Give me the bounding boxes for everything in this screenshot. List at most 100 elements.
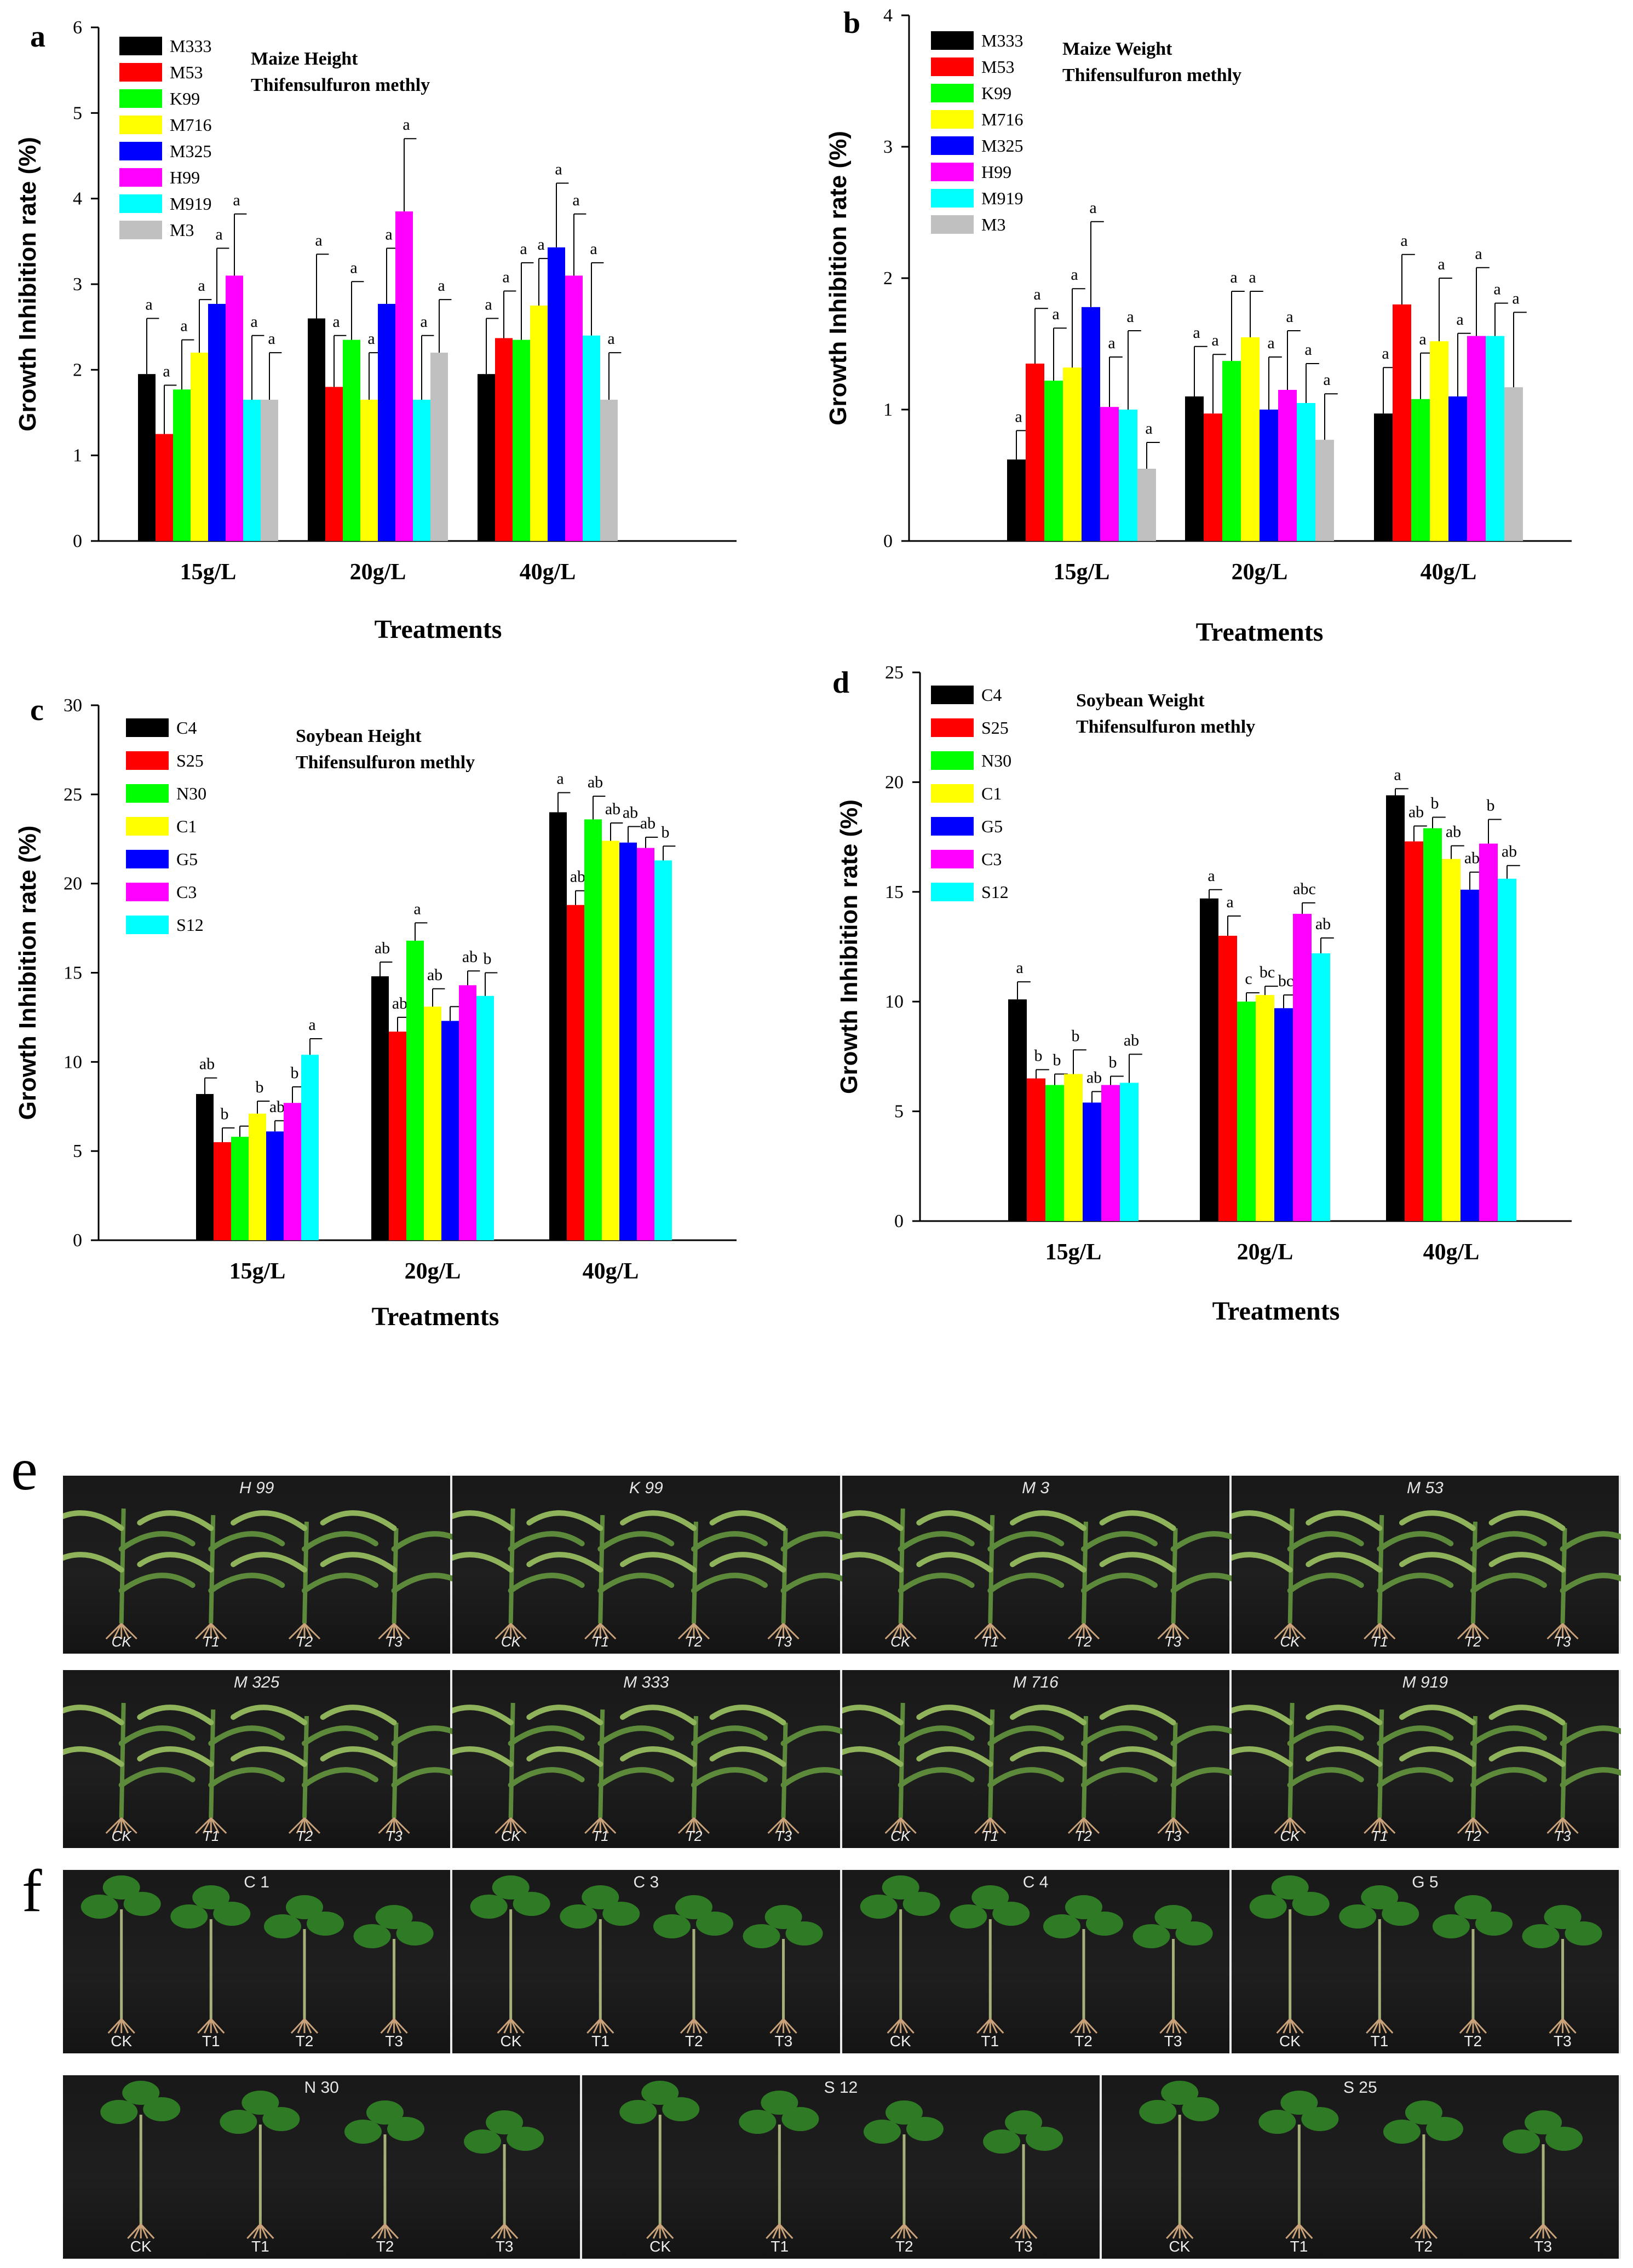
maize-leaf: [1488, 1552, 1566, 1573]
soy-leaf: [1522, 1924, 1560, 1948]
significance-letter: a: [485, 296, 492, 314]
photo-panel-title: K 99: [629, 1479, 663, 1497]
maize-root: [767, 1817, 784, 1834]
bar: [1461, 889, 1479, 1221]
soy-leaf: [864, 2120, 901, 2144]
bar: [266, 1131, 284, 1240]
significance-letter: ab: [1086, 1069, 1102, 1087]
photo-panel: S 25 CK T1 T2 T3: [1101, 2075, 1621, 2259]
x-tick-label: 15g/L: [1045, 1240, 1102, 1265]
maize-root: [303, 1817, 313, 1834]
significance-letter: b: [221, 1105, 229, 1123]
soybean-plants-illustration: [619, 2081, 1063, 2240]
legend-label: C3: [176, 882, 197, 902]
significance-letter: ab: [605, 800, 620, 818]
soy-root: [776, 2018, 785, 2034]
soy-root: [693, 2018, 708, 2034]
bar: [1008, 999, 1027, 1221]
maize-root: [1378, 1817, 1388, 1834]
y-tick-label: 0: [73, 1230, 82, 1251]
maize-plants-illustration: [452, 1702, 842, 1834]
maize-root: [1067, 1817, 1084, 1834]
y-tick-label: 15: [885, 882, 904, 902]
maize-leaf: [1399, 1552, 1476, 1573]
soy-leaf: [143, 2097, 181, 2121]
maize-leaf: [526, 1746, 603, 1767]
maize-photo-row-1: H 99 CK T1 T2 T3 K 99 CK T1 T2 T3 M 3 CK T1 T2 T3 M 53 C…: [63, 1476, 1621, 1654]
soy-leaf: [906, 2117, 944, 2141]
soy-root: [900, 2018, 915, 2034]
maize-leaf: [898, 1725, 975, 1746]
maize-root: [600, 1817, 609, 1834]
maize-root: [1075, 1623, 1084, 1639]
significance-letter: a: [1456, 310, 1463, 329]
significance-letter: b: [662, 823, 670, 841]
soy-root: [377, 2224, 386, 2239]
bar: [1386, 795, 1405, 1221]
maize-leaf: [118, 1531, 196, 1552]
maize-leaf: [452, 1510, 514, 1531]
soy-leaf: [122, 2081, 160, 2105]
maize-root: [113, 1623, 123, 1639]
y-tick-label: 30: [64, 695, 82, 716]
maize-leaf: [597, 1573, 675, 1593]
significance-letter: ab: [1315, 915, 1331, 933]
photo-treatment-label: T3: [1164, 2033, 1182, 2050]
legend-label: G5: [176, 849, 198, 869]
soy-leaf: [263, 1914, 301, 1938]
significance-letter: ab: [1408, 803, 1424, 821]
maize-leaf: [780, 1573, 842, 1593]
significance-letter: b: [1053, 1051, 1061, 1069]
soy-leaf: [170, 1904, 208, 1929]
soy-leaf: [81, 1895, 118, 1919]
photo-treatment-label: CK: [1280, 1633, 1300, 1650]
soy-leaf: [1005, 2110, 1043, 2134]
significance-letter: abc: [1293, 880, 1316, 898]
bar: [395, 211, 413, 541]
maize-root: [1554, 1817, 1563, 1834]
soy-leaf: [983, 2129, 1021, 2154]
soybean-photo-row-2: N 30 CK T1 T2 T3 S 12 CK T1 T2 T3 S 25 CK T1 T2 T3: [63, 2075, 1621, 2259]
significance-letter: a: [1512, 289, 1519, 307]
maize-root: [1083, 1623, 1092, 1639]
bar: [406, 940, 424, 1240]
maize-photo-row-2: M 325 CK T1 T2 T3 M 333 CK T1 T2 T3 M 716 CK T1 T2 T3 M…: [63, 1670, 1621, 1848]
soy-leaf: [1475, 1912, 1513, 1936]
y-tick-label: 10: [885, 992, 904, 1012]
bar: [1297, 403, 1315, 541]
maize-leaf: [208, 1573, 285, 1593]
bar: [1137, 469, 1156, 541]
soy-root: [303, 2018, 319, 2034]
soy-root: [510, 2018, 525, 2034]
maize-stem: [1171, 1528, 1178, 1624]
maize-leaf: [452, 1746, 514, 1767]
maize-leaf: [1306, 1510, 1383, 1531]
maize-leaf: [320, 1510, 397, 1531]
maize-leaf: [137, 1746, 214, 1767]
maize-root: [378, 1817, 395, 1834]
photo-treatment-label: T3: [1164, 1633, 1182, 1650]
photo-panel: C 3 CK T1 T2 T3: [452, 1870, 842, 2053]
maize-leaf: [780, 1767, 842, 1788]
significance-letter: a: [163, 362, 170, 380]
photo-treatment-label: T3: [1164, 1828, 1182, 1844]
maize-stem: [302, 1521, 309, 1624]
legend-swatch: [931, 110, 974, 129]
photo-panel-title: S 12: [824, 2079, 858, 2097]
bar: [1027, 1078, 1045, 1221]
photo-treatment-label: T1: [1371, 1633, 1388, 1650]
soy-leaf: [1271, 1875, 1309, 1899]
maize-root: [1172, 1817, 1189, 1834]
soy-leaf: [860, 1895, 898, 1919]
maize-root: [693, 1817, 710, 1834]
significance-letter: a: [1145, 419, 1152, 438]
maize-root: [495, 1622, 511, 1640]
panel-letter: c: [30, 693, 44, 727]
y-tick-label: 25: [64, 785, 82, 805]
significance-letter: a: [1226, 893, 1233, 911]
significance-letter: ab: [1124, 1031, 1139, 1049]
bar: [565, 275, 583, 541]
soy-root: [653, 2224, 661, 2239]
bar: [308, 318, 325, 541]
soy-root: [1423, 2223, 1438, 2240]
